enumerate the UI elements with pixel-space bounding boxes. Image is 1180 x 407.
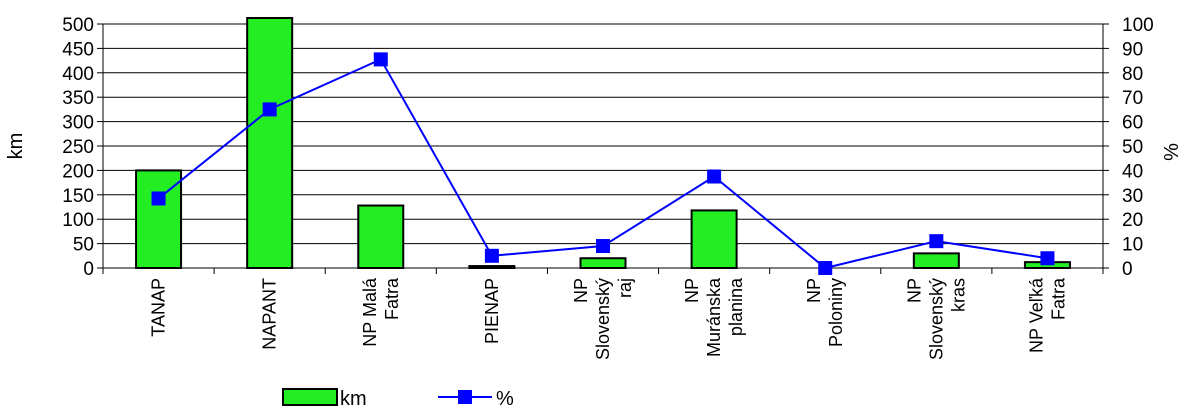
bar	[246, 17, 294, 269]
y2-tick-label: 30	[1122, 186, 1143, 207]
category-label: NP Slovenský raj	[571, 278, 635, 360]
y2-tick-label: 60	[1122, 113, 1143, 134]
category-label: NP Slovenský kras	[904, 278, 968, 360]
category-label: NP Malá Fatra	[360, 277, 402, 347]
left-axis-ticks: 0 50 100 150 200 250 300 350 400 450 500	[62, 15, 103, 280]
y-tick-label: 400	[62, 64, 94, 85]
y-tick-label: 200	[62, 161, 94, 182]
y2-tick-label: 90	[1122, 39, 1143, 60]
y2-tick-label: 20	[1122, 210, 1143, 231]
legend-marker-percent	[458, 390, 472, 404]
y2-tick-label: 100	[1122, 15, 1154, 36]
bar	[357, 204, 405, 269]
category-labels: TANAP NAPANT NP Malá Fatra PIENAP NP Slovenský…	[149, 277, 1069, 360]
y-tick-label: 100	[62, 210, 94, 231]
bar	[579, 257, 627, 269]
bar-series-km	[135, 17, 1071, 270]
y2-tick-label: 10	[1122, 235, 1143, 256]
category-label: NP Muránska planina	[682, 277, 746, 357]
line-marker	[1040, 251, 1055, 266]
bar	[912, 252, 960, 270]
line-marker	[262, 102, 277, 117]
y2-tick-label: 70	[1122, 88, 1143, 109]
y-tick-label: 250	[62, 137, 94, 158]
line-marker	[818, 261, 833, 275]
right-axis-ticks: 0 10 20 30 40 50 60 70 80 90 100	[1103, 15, 1154, 280]
y-tick-label: 300	[62, 113, 94, 134]
line-marker	[596, 239, 610, 254]
y2-tick-label: 50	[1122, 137, 1143, 158]
y2-tick-label: 40	[1122, 161, 1143, 182]
y-tick-label: 150	[62, 186, 94, 207]
y-tick-label: 0	[83, 259, 94, 280]
y-tick-label: 50	[73, 235, 94, 256]
line-marker	[929, 234, 944, 249]
line-marker	[151, 191, 166, 206]
y2-tick-label: 0	[1122, 259, 1133, 280]
category-label: NP Veľká Fatra	[1026, 277, 1068, 353]
legend-label-percent: %	[496, 388, 514, 407]
category-label: NP Poloniny	[804, 278, 846, 347]
legend: km %	[282, 388, 514, 407]
y-tick-label: 350	[62, 88, 94, 109]
y-tick-label: 500	[62, 15, 94, 36]
bar	[690, 209, 738, 269]
y-tick-label: 450	[62, 39, 94, 60]
line-series-percent	[151, 52, 1055, 275]
line-marker	[484, 248, 499, 263]
legend-swatch-km	[282, 388, 338, 406]
y2-tick-label: 80	[1122, 64, 1143, 85]
legend-label-km: km	[340, 388, 367, 407]
category-label: NAPANT	[260, 278, 280, 350]
line-marker	[373, 52, 388, 67]
y-axis-title: km	[5, 133, 27, 160]
category-label: PIENAP	[482, 278, 502, 344]
y2-axis-title: %	[1161, 143, 1180, 161]
line-marker	[707, 169, 722, 184]
category-label: TANAP	[149, 278, 169, 337]
